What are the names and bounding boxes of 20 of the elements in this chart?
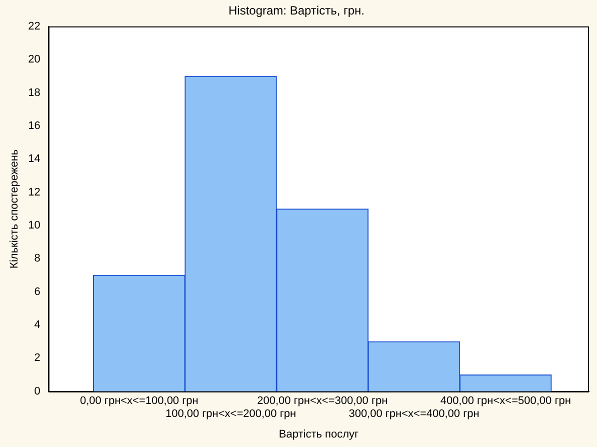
x-tick-label: 400,00 грн<x<=500,00 грн — [440, 395, 571, 408]
y-tick-label: 20 — [28, 54, 40, 66]
x-tick-label: 300,00 грн<x<=400,00 грн — [348, 408, 480, 420]
x-axis-title: Вартість послуг — [278, 428, 359, 440]
y-tick-label: 22 — [28, 20, 40, 32]
y-tick-label: 2 — [34, 352, 40, 364]
y-tick-label: 12 — [28, 186, 40, 198]
y-tick-label: 14 — [28, 153, 40, 166]
y-tick-label: 16 — [28, 120, 40, 132]
y-tick-label: 8 — [34, 252, 40, 265]
x-tick-label: 100,00 грн<x<=200,00 грн — [165, 408, 296, 420]
y-axis-title: Кількість спостережень — [8, 149, 21, 268]
y-tick-label: 10 — [28, 220, 40, 232]
y-tick-label: 6 — [34, 286, 40, 298]
x-tick-label: 200,00 грн<x<=300,00 грн — [257, 395, 388, 408]
y-tick-label: 18 — [28, 86, 40, 99]
x-tick-label: 0,00 грн<x<=100,00 грн — [80, 395, 198, 408]
y-tick-label: 0 — [34, 385, 40, 398]
y-tick-label: 4 — [34, 319, 40, 332]
chart-title: Histogram: Вартість, грн. — [228, 4, 365, 18]
